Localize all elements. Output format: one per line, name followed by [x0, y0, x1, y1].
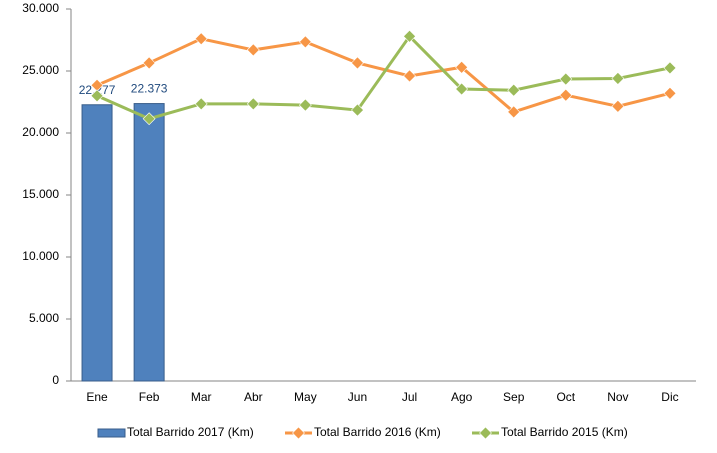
legend-swatch — [97, 428, 126, 438]
line-marker — [246, 97, 260, 111]
line-marker — [351, 103, 364, 117]
line-marker — [663, 61, 677, 75]
x-tick-label: Oct — [556, 390, 575, 404]
y-tick-label: 20.000 — [22, 125, 59, 139]
line-marker — [351, 56, 364, 70]
legend-label: Total Barrido 2016 (Km) — [314, 425, 441, 439]
line-marker — [559, 72, 573, 86]
line — [96, 37, 671, 114]
y-tick-label: 10.000 — [22, 249, 59, 263]
y-tick-label: 15.000 — [22, 187, 59, 201]
line-marker — [507, 83, 521, 97]
line-marker — [194, 97, 208, 111]
bar — [133, 103, 165, 382]
line-marker — [403, 69, 416, 83]
line-marker — [611, 72, 625, 85]
legend-label: Total Barrido 2017 (Km) — [127, 425, 254, 439]
line-marker — [298, 98, 312, 112]
line-marker — [194, 32, 208, 46]
x-tick-label: May — [294, 390, 317, 404]
x-tick-label: Ago — [451, 390, 473, 404]
x-tick-label: Ene — [86, 390, 108, 404]
line-marker — [559, 88, 573, 102]
x-tick-label: Feb — [139, 390, 160, 404]
line-marker — [246, 43, 260, 57]
legend-label: Total Barrido 2015 (Km) — [501, 425, 628, 439]
line — [96, 33, 671, 121]
x-tick-label: Nov — [607, 390, 628, 404]
line-marker — [663, 86, 677, 100]
line-marker — [142, 56, 156, 70]
x-tick-label: Dic — [661, 390, 678, 404]
line-marker — [403, 29, 416, 43]
line-marker — [298, 35, 312, 49]
y-tick-label: 5.000 — [29, 311, 59, 325]
y-tick-label: 25.000 — [22, 63, 59, 77]
line-marker — [455, 60, 469, 74]
y-tick-label: 30.000 — [22, 1, 59, 15]
y-tick-label: 0 — [52, 373, 59, 387]
line-marker — [142, 112, 156, 126]
legend-marker — [292, 426, 305, 440]
x-tick-label: Mar — [191, 390, 212, 404]
x-tick-label: Sep — [503, 390, 525, 404]
x-tick-label: Jul — [402, 390, 417, 404]
data-label: 22.373 — [131, 82, 168, 96]
legend-marker — [479, 426, 492, 440]
line-marker — [455, 82, 469, 96]
x-tick-label: Abr — [244, 390, 263, 404]
line-marker — [507, 105, 521, 119]
line-marker — [611, 99, 625, 113]
bar — [81, 104, 113, 382]
x-tick-label: Jun — [348, 390, 367, 404]
line-marker — [90, 89, 104, 103]
